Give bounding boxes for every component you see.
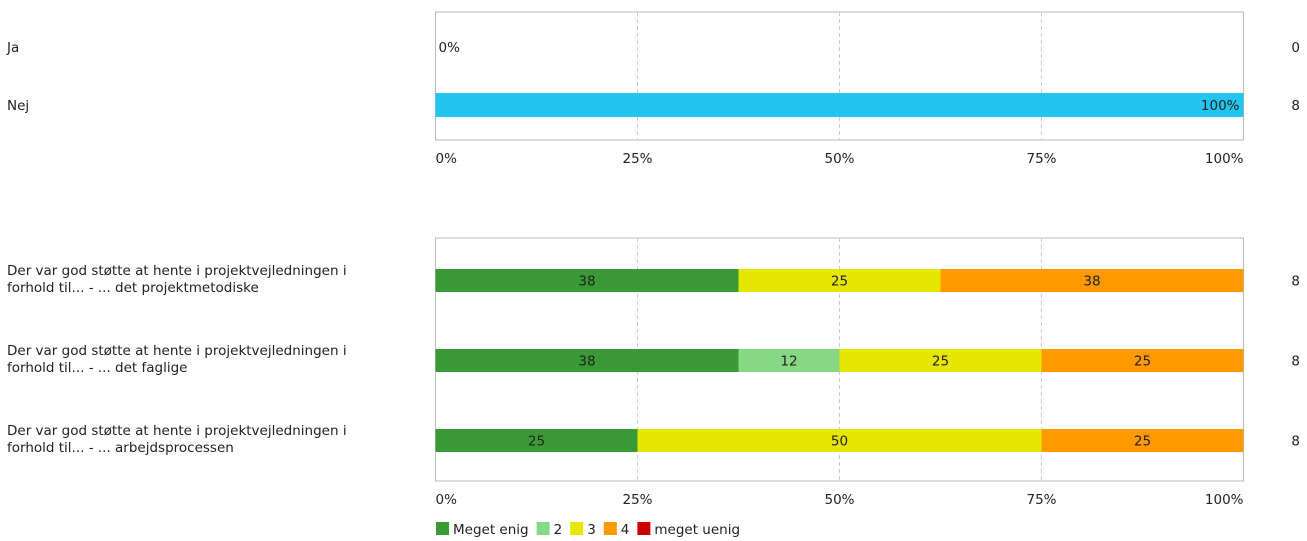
data-label: 38 [578, 274, 595, 290]
data-label: 12 [780, 354, 797, 370]
count-label: 8 [1291, 98, 1300, 114]
count-label: 0 [1291, 40, 1300, 56]
data-label: 38 [1083, 274, 1100, 290]
data-label: 50 [831, 434, 848, 450]
legend-item: 4 [603, 522, 630, 538]
data-label: 25 [932, 354, 949, 370]
bar-segment [940, 269, 1244, 292]
x-tick-label: 25% [622, 492, 652, 508]
chart-1: 0% 25% 50% 75% 100% Ja 0 0% Nej 8 100% [6, 11, 1300, 167]
data-label: 0% [439, 40, 461, 56]
legend-item: Meget enig [436, 522, 529, 538]
x-tick-label: 75% [1026, 492, 1056, 508]
category-label: forhold til... - ... arbejdsprocessen [7, 440, 234, 456]
category-label: forhold til... - ... det projektmetodisk… [7, 280, 259, 296]
legend-label: 4 [621, 522, 630, 538]
legend-label: 3 [587, 522, 596, 538]
x-tick-label: 25% [622, 151, 652, 167]
x-tick-label: 0% [436, 151, 458, 167]
bar-segment [435, 269, 739, 292]
bar-segment [1041, 349, 1244, 372]
bar [435, 93, 1244, 117]
count-label: 8 [1291, 434, 1300, 450]
bar-segment [637, 429, 1042, 452]
x-tick-label: 50% [824, 492, 854, 508]
category-label: Ja [6, 40, 19, 56]
data-label: 25 [831, 274, 848, 290]
x-tick-label: 100% [1205, 151, 1244, 167]
bar-segment [1041, 429, 1244, 452]
data-label: 100% [1201, 98, 1240, 114]
data-label: 25 [1134, 434, 1151, 450]
x-tick-label: 75% [1026, 151, 1056, 167]
legend-label: Meget enig [453, 522, 529, 538]
category-label: Der var god støtte at hente i projektvej… [7, 343, 347, 359]
legend-swatch [637, 522, 651, 535]
bar-segment [839, 349, 1042, 372]
bar-segment [738, 349, 840, 372]
count-label: 8 [1291, 354, 1300, 370]
x-tick-label: 100% [1205, 492, 1244, 508]
legend-item: meget uenig [637, 522, 740, 538]
legend-swatch [570, 522, 584, 535]
data-label: 25 [1134, 354, 1151, 370]
bar-segment [738, 269, 941, 292]
legend-swatch [603, 522, 617, 535]
legend-swatch [436, 522, 449, 535]
category-label: Der var god støtte at hente i projektvej… [7, 263, 347, 279]
x-tick-label: 50% [824, 151, 854, 167]
bar-segment [435, 429, 638, 452]
legend-item: 2 [536, 522, 563, 538]
category-label: Nej [7, 98, 29, 114]
category-label: forhold til... - ... det faglige [7, 360, 187, 376]
chart-2: 0% 25% 50% 75% 100% Der var god støtte at hen… [7, 237, 1300, 538]
category-label: Der var god støtte at hente i projektvej… [7, 423, 347, 439]
data-label: 25 [528, 434, 545, 450]
legend-label: 2 [554, 522, 563, 538]
count-label: 8 [1291, 274, 1300, 290]
legend-swatch [536, 522, 550, 535]
data-label: 38 [578, 354, 595, 370]
bar-segment [435, 349, 739, 372]
legend-label: meget uenig [654, 522, 740, 538]
legend-item: 3 [570, 522, 596, 538]
x-tick-label: 0% [436, 492, 458, 508]
